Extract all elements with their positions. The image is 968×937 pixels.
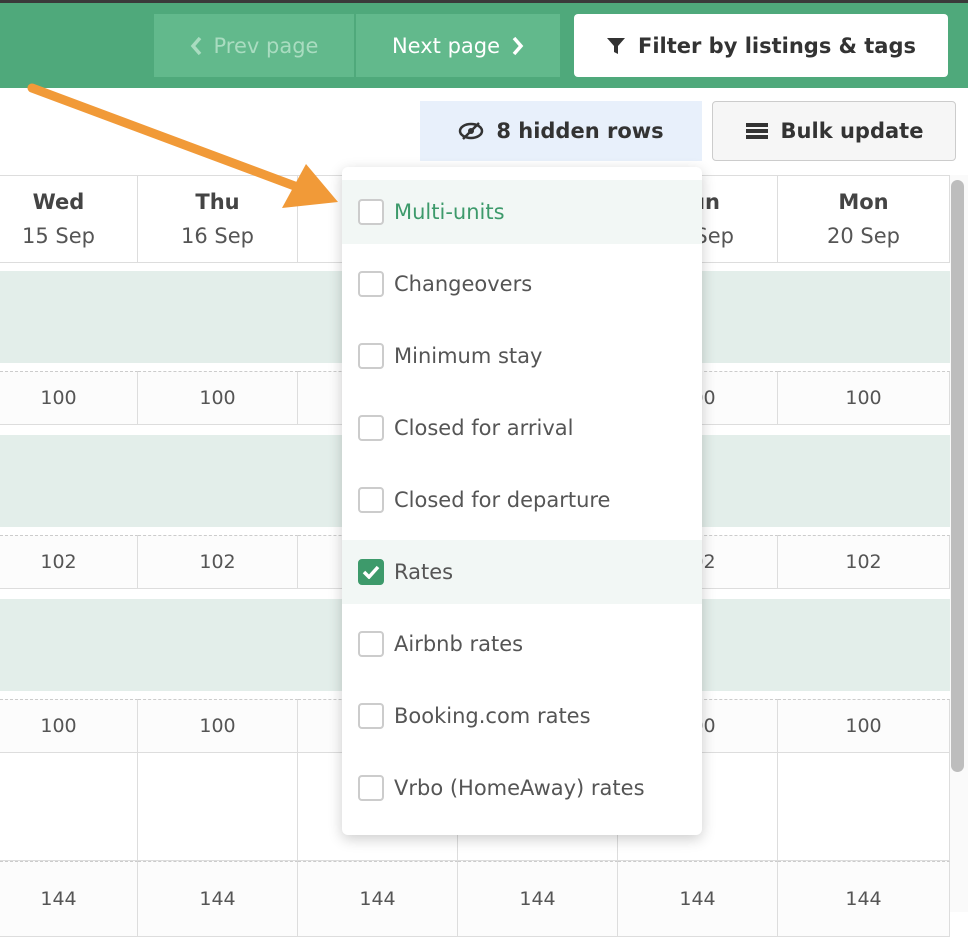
date-label: 16 Sep (181, 224, 254, 248)
dropdown-option[interactable]: Airbnb rates (342, 612, 702, 676)
checkbox[interactable] (358, 199, 384, 225)
column-divider (949, 753, 950, 861)
rate-cell: 102 (138, 535, 298, 589)
filter-label: Filter by listings & tags (637, 33, 916, 58)
dropdown-option[interactable]: Changeovers (342, 252, 702, 316)
checkbox[interactable] (358, 415, 384, 441)
rate-cell: 100 (0, 699, 138, 753)
dropdown-option[interactable]: Closed for arrival (342, 396, 702, 460)
bulk-update-label: Bulk update (780, 119, 924, 143)
rate-cell: 102 (778, 535, 950, 589)
option-label: Multi-units (394, 200, 505, 224)
hidden-rows-dropdown: Multi-units Changeovers Minimum stay Closed… (342, 167, 702, 835)
dropdown-option[interactable]: Multi-units (342, 180, 702, 244)
option-label: Closed for arrival (394, 416, 574, 440)
checkbox[interactable] (358, 559, 384, 585)
checkbox[interactable] (358, 631, 384, 657)
bulk-icon (745, 123, 768, 139)
column-divider (297, 753, 298, 861)
rate-cell: 144 (618, 861, 778, 937)
checkbox[interactable] (358, 775, 384, 801)
option-label: Airbnb rates (394, 632, 524, 656)
option-label: Closed for departure (394, 488, 611, 512)
prev-page-button[interactable]: Prev page (154, 14, 354, 77)
rate-cell: 100 (0, 371, 138, 425)
scrollbar-thumb (951, 180, 964, 772)
dropdown-option[interactable]: Rates (342, 540, 702, 604)
rate-cell: 100 (778, 371, 950, 425)
rate-cell: 102 (0, 535, 138, 589)
column-header: Wed 15 Sep (0, 176, 138, 263)
rate-cell: 144 (298, 861, 458, 937)
rate-cell: 100 (138, 371, 298, 425)
option-label: Changeovers (394, 272, 533, 296)
eye-slash-icon (459, 122, 484, 140)
checkbox[interactable] (358, 487, 384, 513)
chevron-left (190, 36, 201, 55)
empty-row (0, 753, 950, 861)
date-label: 15 Sep (22, 224, 95, 248)
rate-cell: 144 (458, 861, 618, 937)
checkbox[interactable] (358, 271, 384, 297)
dropdown-option[interactable]: Minimum stay (342, 324, 702, 388)
dropdown-option[interactable]: Closed for departure (342, 468, 702, 532)
column-header: Mon 20 Sep (778, 176, 950, 263)
filter-icon (606, 37, 625, 54)
rate-cell: 144 (138, 861, 298, 937)
bulk-update-button[interactable]: Bulk update (712, 101, 956, 161)
date-label: 20 Sep (827, 224, 900, 248)
option-label: Rates (394, 560, 454, 584)
day-label: Thu (195, 190, 240, 214)
option-label: Booking.com rates (394, 704, 591, 728)
next-page-button[interactable]: Next page (356, 14, 560, 77)
rate-cell: 100 (138, 699, 298, 753)
check-mark (362, 565, 380, 579)
day-label: Mon (838, 190, 889, 214)
filter-button[interactable]: Filter by listings & tags (574, 14, 948, 77)
chevron-right (512, 36, 524, 55)
option-label: Vrbo (HomeAway) rates (394, 776, 645, 800)
day-label: Wed (32, 190, 85, 214)
checkbox[interactable] (358, 703, 384, 729)
rate-cell: 144 (0, 861, 138, 937)
column-header: Thu 16 Sep (138, 176, 298, 263)
dropdown-option[interactable]: Vrbo (HomeAway) rates (342, 756, 702, 820)
rate-cell: 144 (778, 861, 950, 937)
next-label: Next page (391, 33, 501, 58)
dropdown-option[interactable]: Booking.com rates (342, 684, 702, 748)
checkbox[interactable] (358, 343, 384, 369)
column-divider (137, 753, 138, 861)
rate-cell: 100 (778, 699, 950, 753)
option-label: Minimum stay (394, 344, 543, 368)
prev-label: Prev page (213, 33, 319, 58)
hidden-rows-button[interactable]: 8 hidden rows (420, 101, 702, 161)
column-divider (777, 753, 778, 861)
hidden-rows-label: 8 hidden rows (496, 119, 664, 143)
